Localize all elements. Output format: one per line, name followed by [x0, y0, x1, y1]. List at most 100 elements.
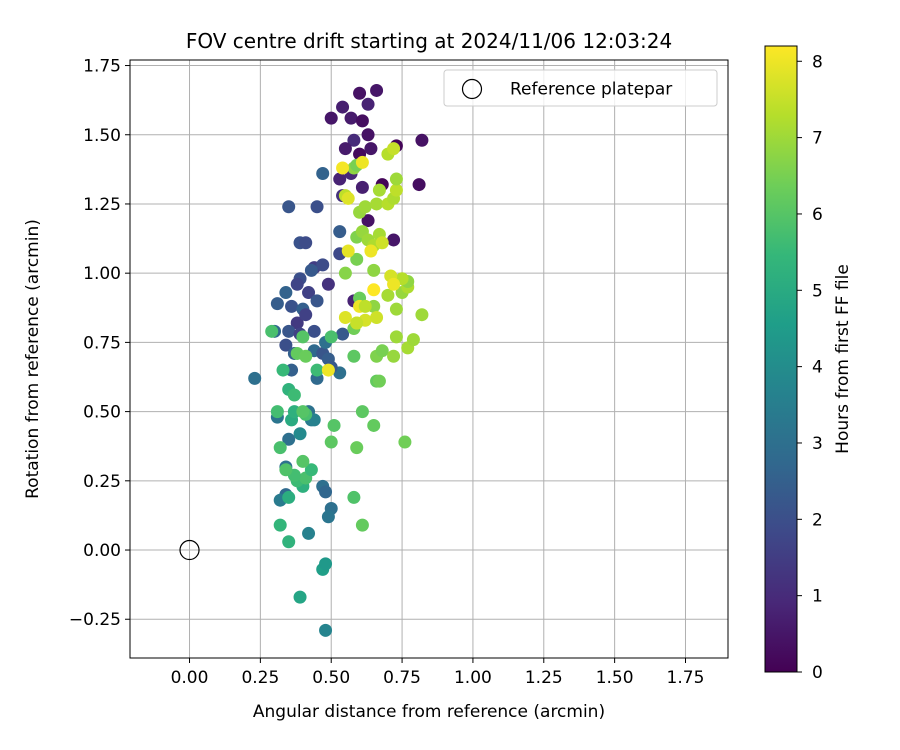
- data-point: [389, 302, 403, 316]
- data-point: [324, 435, 338, 449]
- data-point: [350, 252, 364, 266]
- chart-title: FOV centre drift starting at 2024/11/06 …: [186, 29, 672, 53]
- data-point: [350, 316, 364, 330]
- data-point: [367, 283, 381, 297]
- data-point: [387, 233, 401, 247]
- colorbar-tick-label: 8: [812, 52, 823, 72]
- data-point: [279, 463, 293, 477]
- data-point: [290, 277, 304, 291]
- x-tick-label: 1.25: [525, 668, 563, 688]
- data-point: [293, 590, 307, 604]
- y-tick-label: 1.75: [83, 57, 121, 77]
- y-tick-label: 0.75: [83, 333, 121, 353]
- data-point: [304, 263, 318, 277]
- data-point: [282, 490, 296, 504]
- data-point: [282, 432, 296, 446]
- data-point: [370, 197, 384, 211]
- data-point: [358, 299, 372, 313]
- data-point: [299, 236, 313, 250]
- data-point: [355, 114, 369, 128]
- plot-frame: [129, 59, 729, 659]
- legend-label-reference-platepar: Reference platepar: [510, 80, 672, 100]
- data-point: [338, 310, 352, 324]
- data-point: [273, 441, 287, 455]
- data-point: [398, 435, 412, 449]
- colorbar-tick-label: 5: [812, 281, 823, 301]
- colorbar-tick-label: 6: [812, 205, 823, 225]
- data-point: [316, 258, 330, 272]
- data-point: [370, 310, 384, 324]
- data-point: [282, 535, 296, 549]
- data-point: [350, 441, 364, 455]
- data-point: [389, 172, 403, 186]
- data-point: [415, 308, 429, 322]
- data-point: [276, 363, 290, 377]
- y-tick-label: −0.25: [69, 610, 121, 630]
- data-point: [265, 324, 279, 338]
- data-point: [353, 86, 367, 100]
- data-point: [333, 172, 347, 186]
- y-tick-label: 0.50: [83, 403, 121, 423]
- data-point: [319, 557, 333, 571]
- reference-platepar-marker: [179, 539, 200, 561]
- x-tick-label: 0.00: [171, 668, 209, 688]
- legend: Reference platepar: [443, 69, 718, 107]
- colorbar-tick-label: 3: [812, 434, 823, 454]
- x-axis-label: Angular distance from reference (arcmin): [253, 702, 605, 722]
- data-point: [387, 277, 401, 291]
- data-point: [341, 244, 355, 258]
- data-point: [336, 327, 350, 341]
- colorbar-tick-label: 0: [812, 663, 823, 683]
- colorbar-tick-label: 4: [812, 358, 823, 378]
- colorbar-tick-label: 1: [812, 587, 823, 607]
- colorbar-tick-label: 7: [812, 129, 823, 149]
- data-point: [355, 155, 369, 169]
- colorbar: 0 1 2 3 4 5 6 7 8 Hours from first FF file: [764, 45, 853, 683]
- data-point: [321, 363, 335, 377]
- data-point: [344, 111, 358, 125]
- data-point: [355, 405, 369, 419]
- data-point: [347, 490, 361, 504]
- data-point: [248, 371, 262, 385]
- data-point: [336, 100, 350, 114]
- data-point: [347, 349, 361, 363]
- data-point: [310, 200, 324, 214]
- data-point: [387, 349, 401, 363]
- x-tick-label: 1.50: [596, 668, 634, 688]
- data-point: [372, 183, 386, 197]
- y-tick-label: 1.50: [83, 126, 121, 146]
- x-tick-label: 1.75: [667, 668, 705, 688]
- data-point: [299, 349, 313, 363]
- data-point: [296, 405, 310, 419]
- data-point: [282, 200, 296, 214]
- colorbar-ticks: 0 1 2 3 4 5 6 7 8: [797, 52, 823, 683]
- grid-lines: [130, 60, 728, 658]
- data-point: [370, 83, 384, 97]
- data-point: [324, 330, 338, 344]
- data-point: [355, 180, 369, 194]
- data-point: [338, 266, 352, 280]
- data-point: [302, 526, 316, 540]
- y-tick-label: 1.25: [83, 195, 121, 215]
- data-point: [361, 214, 375, 228]
- legend-marker-open-circle-icon: [461, 78, 483, 100]
- data-point: [333, 225, 347, 239]
- data-point: [361, 97, 375, 111]
- data-point: [307, 324, 321, 338]
- data-point: [387, 142, 401, 156]
- data-point: [273, 518, 287, 532]
- data-point: [321, 510, 335, 524]
- data-point: [415, 133, 429, 147]
- y-tick-label: 0.25: [83, 472, 121, 492]
- x-tick-label: 0.75: [383, 668, 421, 688]
- data-point: [293, 427, 307, 441]
- data-point: [279, 286, 293, 300]
- data-points: [248, 83, 429, 637]
- legend-box: [443, 69, 718, 107]
- data-point: [324, 111, 338, 125]
- data-point: [367, 418, 381, 432]
- data-point: [285, 299, 299, 313]
- data-point: [287, 388, 301, 402]
- data-point: [406, 333, 420, 347]
- data-point: [310, 363, 324, 377]
